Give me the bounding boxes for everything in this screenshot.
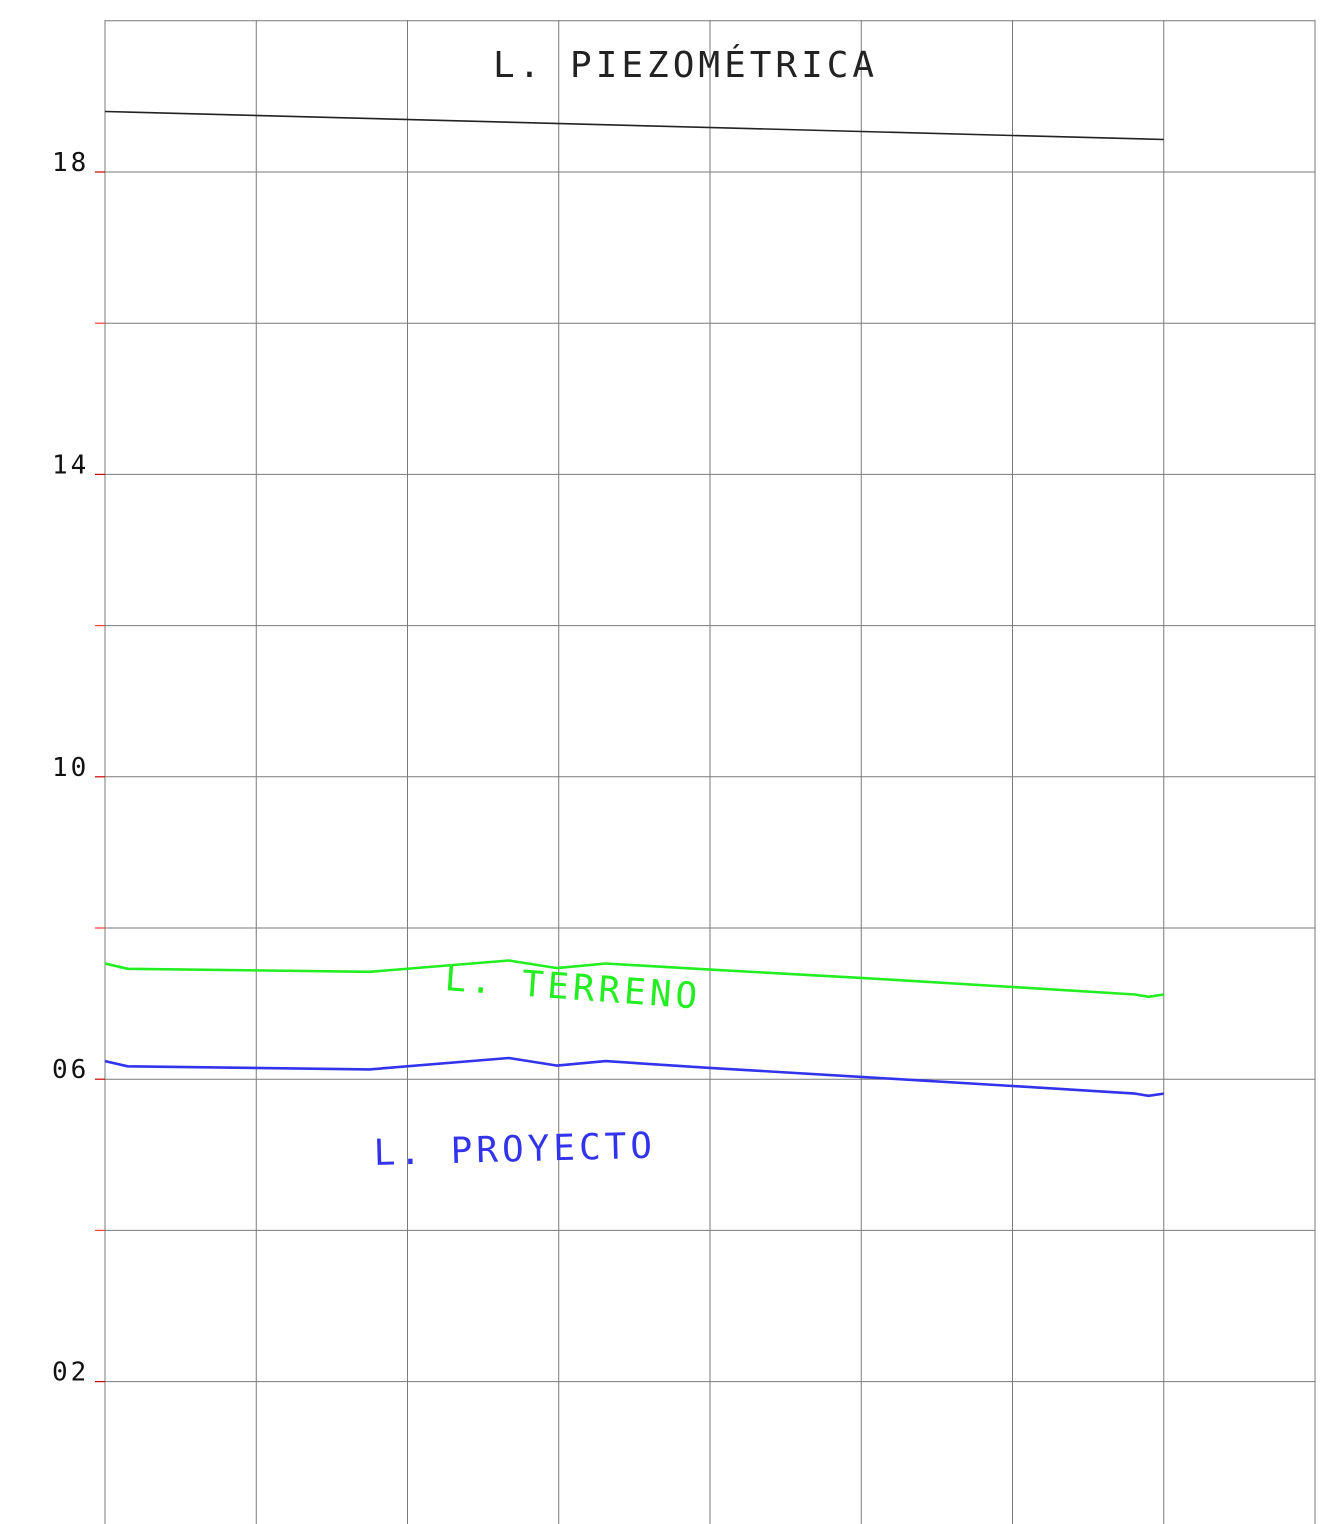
y-tick-label: 14: [52, 450, 89, 480]
y-axis-ticks: 18 14 10 06 02: [52, 148, 105, 1388]
chart-series: [104, 110, 1164, 1098]
y-tick-label: 10: [52, 753, 89, 783]
series-line-1: [104, 959, 1164, 999]
y-tick-label: 18: [52, 148, 89, 178]
series-label-piezometrica: L. PIEZOMÉTRICA: [493, 44, 878, 86]
y-tick-label: 02: [52, 1358, 89, 1388]
chart-grid: [104, 20, 1316, 1524]
series-line-2: [104, 1056, 1164, 1098]
series-line-0: [104, 110, 1164, 141]
series-label-proyecto: L. PROYECTO: [373, 1126, 656, 1174]
y-tick-label: 06: [52, 1055, 89, 1085]
